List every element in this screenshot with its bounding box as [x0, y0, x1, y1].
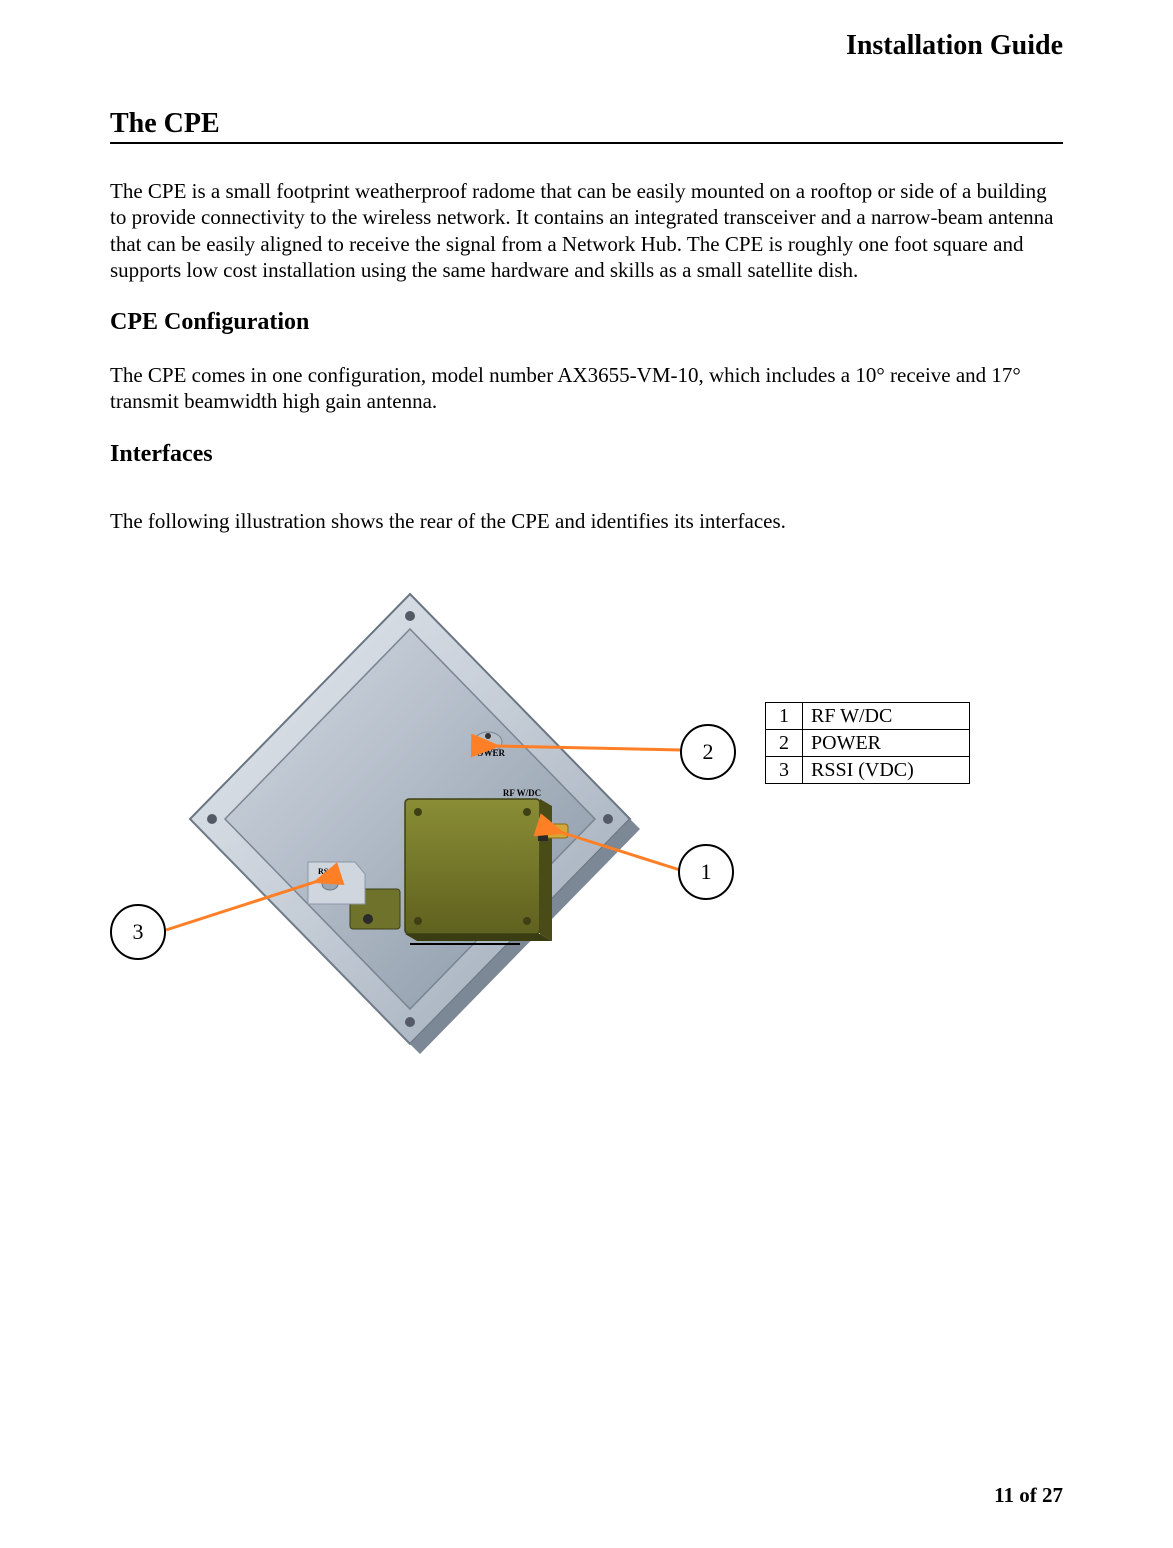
callout-num: 1 — [701, 859, 712, 885]
callout-circle-2: 2 — [680, 724, 736, 780]
callout-num: 3 — [133, 919, 144, 945]
legend-num: 3 — [766, 756, 803, 783]
callout-arrow-3 — [166, 881, 318, 930]
table-row: 1 RF W/DC — [766, 702, 970, 729]
callout-circle-3: 3 — [110, 904, 166, 960]
page-number: 11 of 27 — [994, 1483, 1063, 1508]
legend-num: 2 — [766, 729, 803, 756]
interfaces-heading: Interfaces — [110, 441, 1063, 468]
legend-label: RF W/DC — [803, 702, 970, 729]
section-title: The CPE — [110, 108, 1063, 144]
interface-legend-table: 1 RF W/DC 2 POWER 3 RSSI (VDC) — [765, 702, 970, 784]
interfaces-paragraph: The following illustration shows the rea… — [110, 508, 1063, 534]
table-row: 2 POWER — [766, 729, 970, 756]
callout-arrows-svg — [160, 574, 760, 1094]
table-row: 3 RSSI (VDC) — [766, 756, 970, 783]
legend-label: RSSI (VDC) — [803, 756, 970, 783]
callout-circle-1: 1 — [678, 844, 734, 900]
legend-num: 1 — [766, 702, 803, 729]
config-paragraph: The CPE comes in one configuration, mode… — [110, 362, 1063, 415]
callout-arrow-1 — [560, 832, 680, 870]
callout-arrow-2 — [495, 746, 682, 750]
callout-num: 2 — [703, 739, 714, 765]
intro-paragraph: The CPE is a small footprint weatherproo… — [110, 178, 1063, 283]
legend-label: POWER — [803, 729, 970, 756]
cpe-rear-figure: POWER RF W/DC RSSI — [110, 574, 1060, 1134]
header-title: Installation Guide — [110, 30, 1063, 62]
config-heading: CPE Configuration — [110, 309, 1063, 336]
